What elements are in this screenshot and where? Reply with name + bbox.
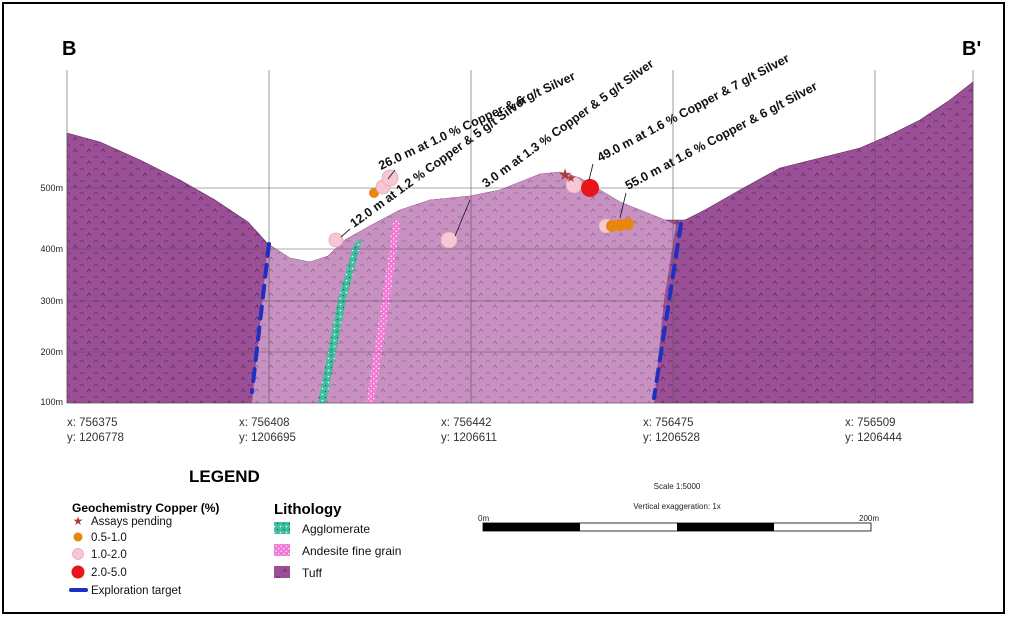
- tuff-inner-zone: [252, 172, 676, 403]
- legend-swatch-agglomerate: [274, 522, 290, 534]
- legend-swatch-tuff: [274, 566, 290, 578]
- legend: LEGEND Geochemistry Copper (%) ★ Assays …: [69, 467, 401, 597]
- coord-x: x: 756509: [845, 417, 896, 429]
- sample-1.0-2.0: [328, 232, 344, 248]
- legend-lithology-label: Andesite fine grain: [302, 544, 401, 558]
- coord-y: y: 1206528: [643, 432, 700, 444]
- legend-swatch-2.0-5.0: [71, 565, 85, 579]
- agglomerate-dyke: [318, 238, 362, 403]
- lithology-title: Lithology: [274, 501, 342, 518]
- legend-lithology-label: Agglomerate: [302, 522, 370, 536]
- andesite-dyke: [366, 218, 401, 403]
- coord-y: y: 1206611: [441, 432, 497, 444]
- scale-end-label: 200m: [859, 514, 879, 523]
- leader-lines: [340, 163, 627, 238]
- intercept-label: 26.0 m at 1.0 % Copper & 6 g/t Silver: [376, 69, 577, 173]
- elevation-label: 500m: [40, 183, 63, 193]
- assay-pending-star-icon: ★: [566, 171, 577, 185]
- scale-title: Scale 1:5000: [654, 482, 701, 491]
- legend-lithology-label: Tuff: [302, 566, 323, 580]
- assay-pending-star-icon: ★: [73, 514, 84, 528]
- legend-target-label: Exploration target: [91, 585, 182, 597]
- coord-y: y: 1206778: [67, 432, 124, 444]
- grid-lines: [66, 70, 974, 404]
- coord-x: x: 756375: [67, 417, 118, 429]
- exploration-target-left: [250, 242, 271, 394]
- legend-geochem-label: 2.0-5.0: [91, 567, 127, 579]
- sample-2.0-5.0: [581, 179, 599, 197]
- coord-y: y: 1206695: [239, 432, 296, 444]
- scale-exaggeration: Vertical exaggeration: 1x: [633, 502, 721, 511]
- coordinate-labels: x: 756375 y: 1206778 x: 756408 y: 120669…: [67, 417, 903, 444]
- geochem-title: Geochemistry Copper (%): [72, 501, 219, 515]
- legend-geochem-label: 1.0-2.0: [91, 549, 127, 561]
- exploration-target-right: [652, 222, 683, 400]
- elevation-axis: 500m 400m 300m 200m 100m: [40, 183, 63, 407]
- assay-pending-star-icon: ★: [558, 167, 572, 184]
- coord-y: y: 1206444: [845, 432, 903, 444]
- section-label-left: B: [62, 38, 76, 60]
- legend-swatch-1.0-2.0: [72, 548, 84, 560]
- sample-0.5-1.0: [622, 218, 634, 230]
- sample-1.0-2.0: [440, 231, 458, 249]
- sample-markers: ★ ★: [328, 167, 634, 249]
- elevation-label: 200m: [40, 347, 63, 357]
- scale-start-label: 0m: [478, 514, 489, 523]
- section-label-right: B': [962, 38, 981, 60]
- elevation-label: 100m: [40, 397, 63, 407]
- legend-geochem-label: Assays pending: [91, 516, 172, 528]
- legend-swatch-0.5-1.0: [73, 532, 83, 542]
- elevation-label: 400m: [40, 244, 63, 254]
- elevation-label: 300m: [40, 296, 63, 306]
- legend-swatch-andesite: [274, 544, 290, 556]
- legend-geochem-label: 0.5-1.0: [91, 532, 127, 544]
- scale-bar: Scale 1:5000 Vertical exaggeration: 1x 0…: [478, 482, 879, 532]
- sample-1.0-2.0: [381, 169, 399, 187]
- coord-x: x: 756408: [239, 417, 290, 429]
- legend-title: LEGEND: [189, 467, 260, 486]
- coord-x: x: 756475: [643, 417, 694, 429]
- coord-x: x: 756442: [441, 417, 492, 429]
